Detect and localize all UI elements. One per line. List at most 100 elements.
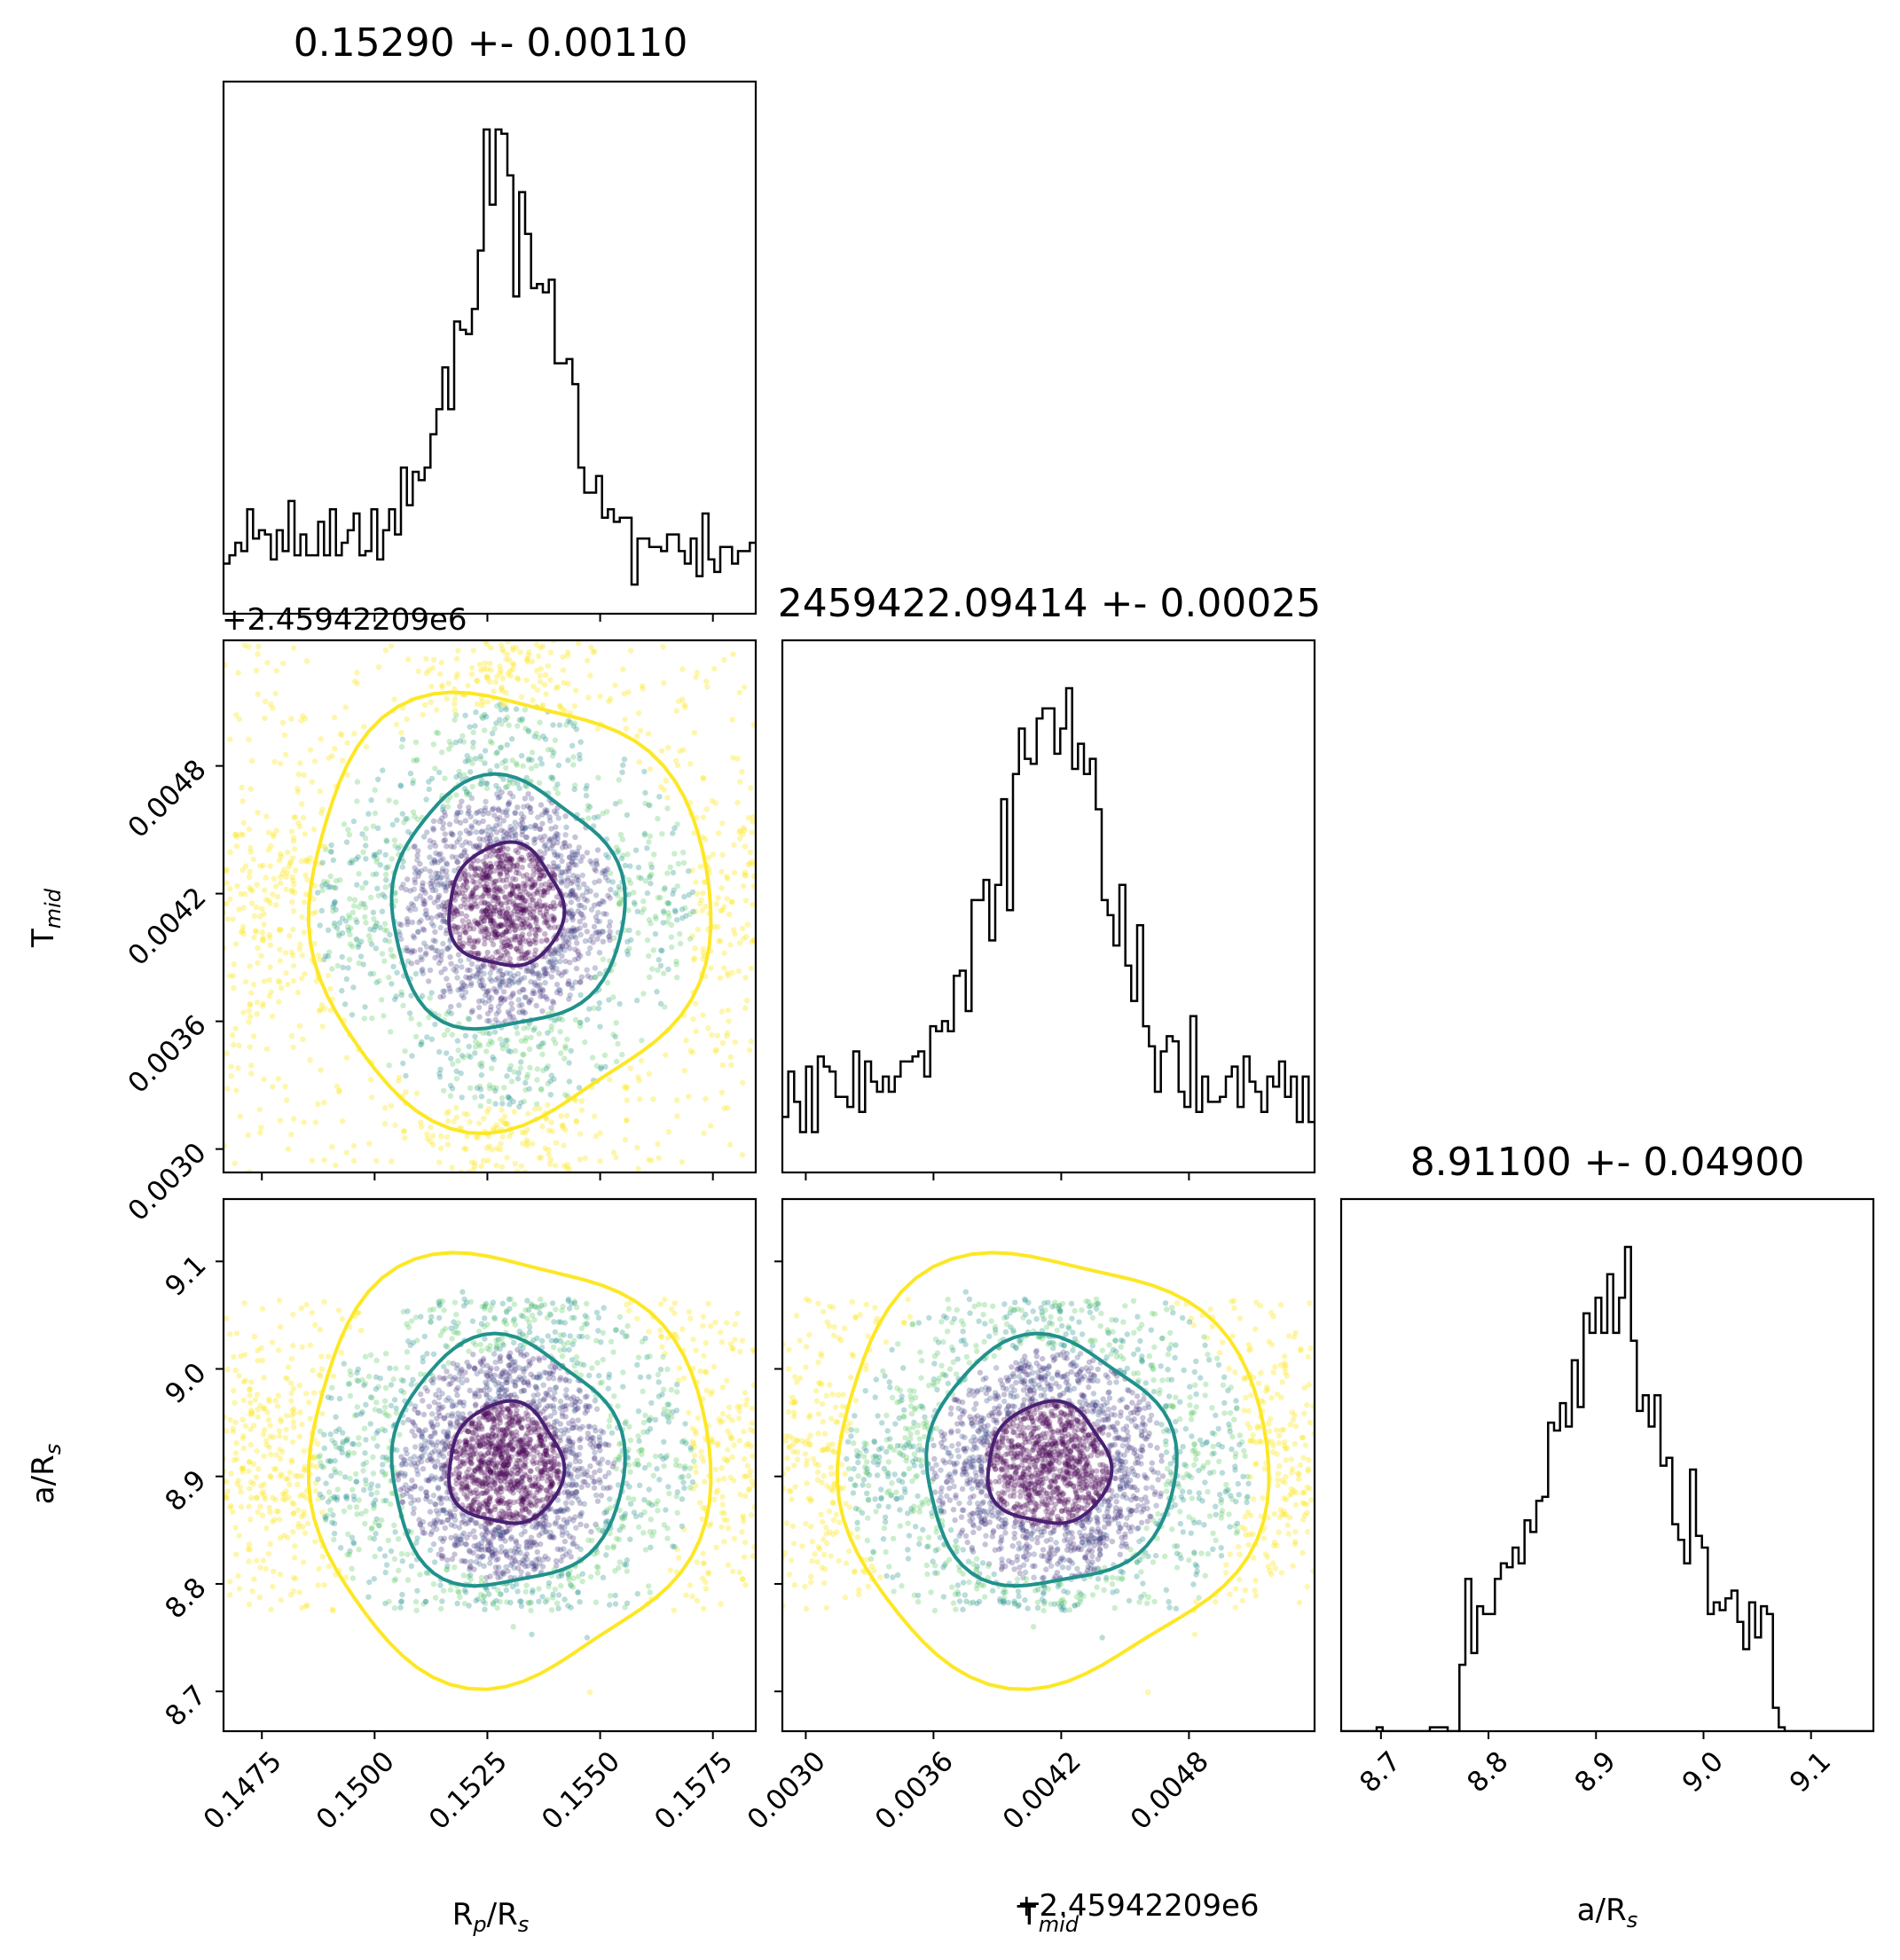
scatter-point — [466, 830, 472, 836]
scatter-point — [488, 977, 495, 984]
scatter-point — [278, 760, 284, 767]
scatter-point — [534, 970, 540, 977]
scatter-point — [493, 949, 499, 956]
scatter-point — [466, 804, 472, 811]
scatter-point — [420, 901, 427, 907]
scatter-point — [420, 711, 426, 718]
scatter-point — [495, 886, 501, 893]
scatter-point — [611, 1393, 617, 1399]
scatter-point — [731, 927, 737, 933]
scatter-point — [467, 829, 474, 836]
scatter-point — [373, 923, 379, 929]
scatter-point — [442, 831, 448, 837]
scatter-point — [512, 1362, 519, 1369]
scatter-point — [447, 880, 453, 887]
scatter-point — [400, 1060, 406, 1067]
scatter-point — [680, 859, 687, 866]
scatter-point — [444, 877, 451, 883]
scatter-point — [520, 763, 526, 769]
scatter-point — [518, 906, 524, 913]
scatter-point — [497, 1416, 503, 1423]
scatter-point — [277, 927, 283, 933]
scatter-point — [240, 1397, 247, 1404]
scatter-point — [534, 924, 540, 930]
scatter-point — [607, 1077, 613, 1083]
scatter-point — [247, 1013, 254, 1020]
scatter-point — [454, 1415, 460, 1421]
scatter-point — [463, 839, 469, 845]
scatter-point — [482, 748, 489, 754]
scatter-point — [507, 994, 514, 1000]
scatter-point — [345, 965, 351, 971]
scatter-point — [488, 920, 494, 927]
scatter-point — [693, 1347, 699, 1353]
scatter-point — [457, 885, 463, 891]
scatter-point — [485, 832, 491, 838]
scatter-point — [524, 1126, 530, 1133]
scatter-point — [591, 923, 598, 930]
scatter-point — [566, 861, 572, 868]
scatter-point — [523, 1551, 530, 1557]
scatter-point — [394, 817, 400, 823]
scatter-point — [451, 1551, 458, 1557]
scatter-point — [490, 1054, 496, 1061]
scatter-point — [479, 702, 485, 709]
scatter-point — [576, 844, 582, 851]
scatter-point — [514, 915, 521, 921]
scatter-point — [504, 928, 510, 935]
scatter-point — [228, 1502, 234, 1509]
scatter-point — [491, 1470, 497, 1477]
scatter-point — [303, 857, 310, 863]
scatter-point — [436, 904, 442, 910]
scatter-point — [436, 1448, 443, 1454]
scatter-point — [549, 998, 556, 1005]
scatter-point — [687, 761, 694, 767]
scatter-point — [412, 813, 418, 819]
scatter-point — [323, 1480, 329, 1486]
scatter-point — [503, 936, 509, 942]
scatter-point — [523, 656, 530, 663]
scatter-point — [496, 853, 502, 859]
scatter-point — [461, 875, 467, 882]
scatter-point — [606, 923, 613, 929]
scatter-point — [641, 830, 648, 837]
scatter-point — [307, 747, 314, 753]
scatter-point — [498, 1411, 504, 1418]
scatter-point — [299, 976, 305, 982]
scatter-point — [367, 1077, 374, 1083]
scatter-point — [438, 874, 444, 881]
scatter-point — [582, 937, 589, 945]
scatter-point — [418, 917, 424, 924]
scatter-point — [636, 1078, 642, 1084]
scatter-point — [232, 1450, 239, 1456]
scatter-point — [411, 1505, 417, 1512]
scatter-point — [480, 907, 486, 913]
scatter-point — [386, 1413, 392, 1419]
scatter-point — [350, 1142, 357, 1149]
scatter-point — [516, 856, 522, 862]
scatter-point — [396, 1074, 403, 1081]
scatter-point — [612, 1568, 618, 1574]
scatter-point — [543, 908, 549, 914]
scatter-point — [504, 1551, 510, 1558]
scatter-point — [504, 970, 510, 976]
scatter-point — [456, 1525, 462, 1531]
scatter-point — [517, 1065, 524, 1071]
scatter-point — [224, 1050, 230, 1056]
scatter-point — [255, 810, 261, 816]
scatter-point — [538, 867, 544, 874]
scatter-point — [367, 894, 374, 901]
scatter-point — [227, 1592, 233, 1598]
scatter-point — [432, 1519, 438, 1526]
scatter-point — [239, 866, 246, 874]
scatter-point — [593, 892, 600, 898]
scatter-point — [701, 879, 707, 886]
scatter-point — [453, 712, 459, 718]
scatter-point — [537, 872, 544, 879]
scatter-point — [715, 830, 722, 836]
scatter-point — [342, 918, 349, 924]
scatter-point — [251, 913, 258, 920]
scatter-point — [354, 670, 360, 676]
scatter-point — [424, 1135, 431, 1142]
scatter-point — [674, 883, 680, 890]
